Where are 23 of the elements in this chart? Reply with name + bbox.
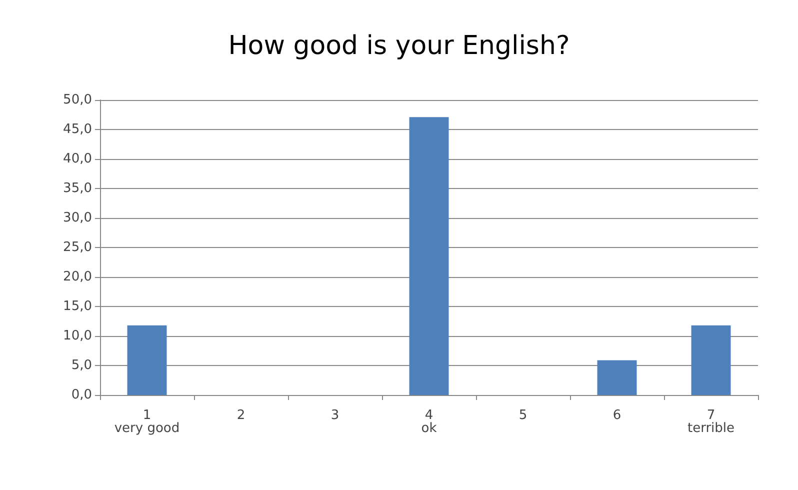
y-tick-label: 50,0	[63, 92, 92, 108]
y-tick-label: 45,0	[63, 122, 92, 137]
x-tick-label: 1 very good	[114, 408, 180, 436]
x-tick-label: 5	[518, 408, 528, 423]
y-tick-label: 20,0	[63, 270, 92, 284]
x-tick-label: 4 ok	[421, 408, 438, 436]
x-tick-label: 6	[612, 408, 622, 423]
bar	[127, 325, 167, 395]
y-tick-label: 10,0	[63, 328, 92, 344]
chart-title: How good is your English?	[228, 31, 570, 61]
x-tick-label: 3	[330, 408, 340, 423]
y-tick-label: 40,0	[63, 152, 92, 166]
bar	[409, 117, 449, 395]
bar	[691, 325, 731, 395]
x-tick-label: 7 terrible	[687, 408, 735, 436]
x-tick-label: 2	[236, 408, 246, 423]
y-tick-label: 35,0	[63, 181, 92, 196]
y-tick-label: 0,0	[71, 388, 92, 402]
y-tick-label: 30,0	[63, 210, 92, 226]
y-tick-label: 5,0	[71, 358, 92, 373]
y-tick-label: 15,0	[63, 299, 92, 314]
y-tick-label: 25,0	[63, 240, 92, 255]
bar	[597, 360, 637, 395]
